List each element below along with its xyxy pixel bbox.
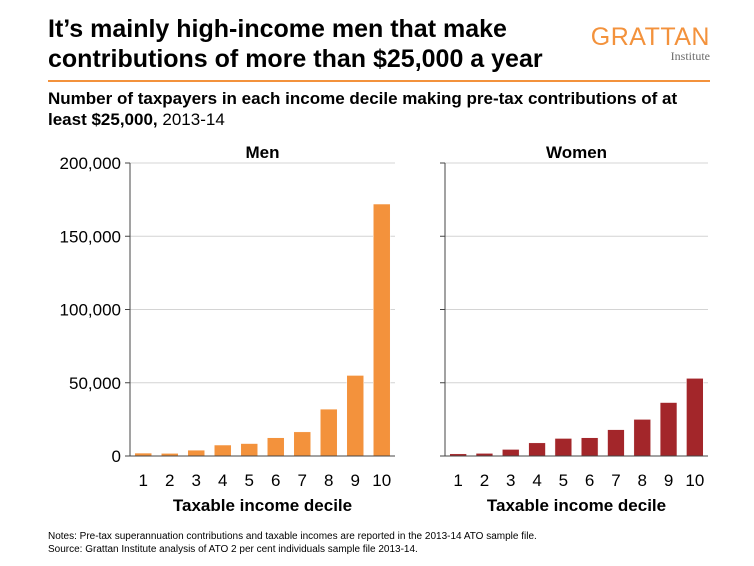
x-tick-label: 9: [351, 471, 360, 490]
chart-subtitle: Number of taxpayers in each income decil…: [48, 88, 718, 130]
x-tick-label: 9: [664, 471, 673, 490]
bar: [659, 402, 678, 457]
x-tick-label: 1: [453, 471, 462, 490]
bar: [293, 431, 311, 457]
x-axis-label: Taxable income decile: [173, 496, 352, 515]
x-tick-label: 3: [506, 471, 515, 490]
x-tick-label: 2: [165, 471, 174, 490]
x-tick-label: 10: [372, 471, 391, 490]
x-tick-label: 10: [685, 471, 704, 490]
subtitle-year: 2013-14: [157, 110, 225, 129]
x-tick-label: 7: [611, 471, 620, 490]
x-tick-label: 7: [298, 471, 307, 490]
x-tick-label: 3: [192, 471, 201, 490]
chart-notes: Notes: Pre-tax superannuation contributi…: [48, 530, 537, 556]
logo-subtext: Institute: [670, 49, 710, 63]
bar: [686, 378, 704, 457]
bar: [320, 408, 338, 457]
x-tick-label: 1: [139, 471, 148, 490]
bar: [240, 443, 258, 457]
y-tick-label: 50,000: [69, 374, 121, 393]
bar: [502, 449, 520, 457]
chart-title: It’s mainly high-income men that make co…: [48, 15, 543, 73]
x-tick-label: 8: [324, 471, 333, 490]
subtitle-bold: Number of taxpayers in each income decil…: [48, 89, 678, 129]
x-tick-label: 4: [218, 471, 227, 490]
x-tick-label: 4: [532, 471, 541, 490]
bar: [267, 437, 285, 457]
source-line: Source: Grattan Institute analysis of AT…: [48, 544, 418, 555]
y-tick-label: 150,000: [60, 227, 121, 246]
bar: [580, 437, 599, 457]
bar: [373, 203, 391, 457]
x-tick-label: 6: [271, 471, 280, 490]
y-tick-label: 200,000: [60, 154, 121, 173]
bar: [346, 375, 364, 457]
bar: [607, 429, 625, 457]
y-tick-label: 0: [112, 447, 121, 466]
bar: [528, 442, 546, 457]
x-tick-label: 2: [480, 471, 489, 490]
x-tick-label: 5: [245, 471, 254, 490]
x-tick-label: 5: [559, 471, 568, 490]
bar: [633, 419, 651, 457]
panel-title: Women: [546, 143, 607, 162]
notes-line: Notes: Pre-tax superannuation contributi…: [48, 531, 537, 542]
y-tick-label: 100,000: [60, 301, 121, 320]
panel-title: Men: [246, 143, 280, 162]
bar: [554, 438, 573, 457]
bar: [187, 449, 205, 457]
grattan-logo: GRATTAN Institute: [585, 24, 710, 62]
header-divider: [48, 80, 710, 82]
x-tick-label: 8: [638, 471, 647, 490]
logo-wordmark: GRATTAN: [590, 23, 710, 51]
x-tick-label: 6: [585, 471, 594, 490]
x-axis-label: Taxable income decile: [487, 496, 666, 515]
bar: [214, 444, 232, 457]
